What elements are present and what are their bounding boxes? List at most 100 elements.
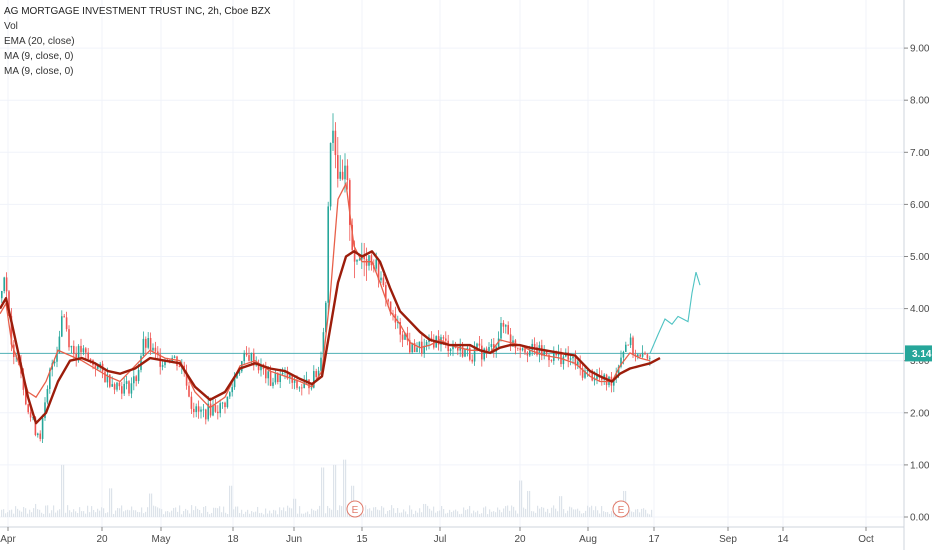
candle-body (365, 259, 368, 266)
candle-body (87, 352, 89, 359)
volume-bar (581, 513, 583, 517)
candle-body (476, 343, 478, 348)
volume-bar (389, 510, 391, 517)
volume-bar (387, 510, 389, 517)
volume-bar (435, 512, 437, 517)
volume-bar (479, 514, 481, 517)
volume-bar (523, 507, 525, 517)
candle-body (341, 171, 344, 180)
candle-body (327, 206, 329, 303)
candle-body (488, 346, 490, 352)
volume-bar (331, 509, 333, 517)
volume-bar (15, 506, 17, 517)
volume-bar (59, 509, 61, 517)
volume-bar (11, 509, 13, 517)
candle-body (296, 380, 298, 388)
legend-ma-1[interactable]: MA (9, close, 0) (4, 51, 74, 62)
candle-body (567, 352, 569, 360)
volume-bar (433, 506, 435, 517)
volume-bar (37, 509, 39, 517)
volume-bar (55, 512, 57, 517)
candle-body (562, 356, 565, 365)
candle-body (94, 365, 97, 369)
candle-body (461, 345, 464, 357)
volume-bar (35, 503, 37, 517)
candle-body (485, 348, 488, 352)
volume-bar (395, 512, 397, 517)
candle-body (200, 409, 202, 412)
candle-body (545, 351, 548, 355)
legend-ema[interactable]: EMA (20, close) (4, 36, 75, 47)
earnings-marker[interactable]: E (346, 500, 364, 518)
volume-bar (61, 464, 63, 517)
volume-bar (411, 509, 413, 517)
volume-bar (225, 512, 227, 517)
volume-bar (1, 509, 3, 517)
volume-bar (239, 513, 241, 517)
price-tick-label: 4.00 (910, 304, 930, 315)
volume-bar (481, 513, 483, 517)
volume-bar (209, 514, 211, 517)
volume-bar (271, 513, 273, 517)
volume-bar (45, 505, 47, 517)
earnings-marker[interactable]: E (612, 500, 630, 518)
earnings-marker-label: E (352, 505, 359, 516)
candle-body (53, 361, 56, 364)
candle-body (274, 373, 277, 383)
time-tick-label: 15 (356, 534, 368, 545)
time-axis[interactable]: Apr 20 May 18 Jun 15 Jul 20 Aug 17 Sep 14 Oct (0, 527, 874, 545)
volume-bar (475, 512, 477, 517)
volume-bar (171, 510, 173, 517)
volume-bar (255, 511, 257, 517)
legend-ma-2[interactable]: MA (9, close, 0) (4, 66, 74, 77)
forecast-projection-line[interactable] (649, 271, 701, 354)
volume-bar (219, 506, 221, 517)
candle-body (521, 348, 524, 351)
volume-bar (299, 506, 301, 517)
last-price-tag: 3.14 (905, 345, 932, 362)
price-tick-label: 6.00 (910, 200, 930, 211)
volume-bar (593, 510, 595, 517)
candle-body (601, 377, 603, 380)
candle-body (548, 354, 550, 361)
volume-bar (101, 507, 103, 517)
volume-bar (561, 496, 563, 517)
candle-body (445, 338, 447, 341)
volume-bar (571, 507, 573, 517)
volume-bar (521, 480, 523, 517)
volume-bar (103, 508, 105, 517)
volume-bar (591, 505, 593, 517)
volume-bar (143, 513, 145, 517)
candle-body (267, 371, 269, 379)
volume-bar (263, 514, 265, 517)
candle-body (370, 255, 373, 266)
volume-bar (193, 510, 195, 517)
candle-body (449, 349, 452, 352)
candle-body (593, 378, 596, 381)
volume-bar (453, 510, 455, 517)
candle-body (3, 277, 5, 291)
volume-bar (461, 513, 463, 517)
candle-body (152, 347, 154, 351)
symbol-title[interactable]: AG MORTGAGE INVESTMENT TRUST INC, 2h, Cb… (4, 6, 271, 17)
volume-bar (169, 512, 171, 517)
legend-volume[interactable]: Vol (4, 21, 18, 32)
volume-bar (325, 513, 327, 517)
candle-body (109, 374, 111, 387)
candle-body (63, 316, 65, 318)
candle-body (99, 363, 101, 366)
candle-body (579, 361, 581, 369)
price-axis[interactable]: 9.00 8.00 7.00 6.00 5.00 4.00 3.00 2.00 1.00 0.00 (904, 44, 930, 524)
volume-bar (405, 511, 407, 517)
candle-body (529, 349, 531, 356)
volume-bar (537, 505, 539, 517)
candle-body (221, 402, 224, 404)
volume-bar (587, 505, 589, 517)
volume-bar (69, 510, 71, 517)
candle-body (596, 374, 598, 379)
volume-bar (527, 490, 529, 517)
volume-bar (333, 464, 335, 517)
candle-body (452, 344, 454, 350)
